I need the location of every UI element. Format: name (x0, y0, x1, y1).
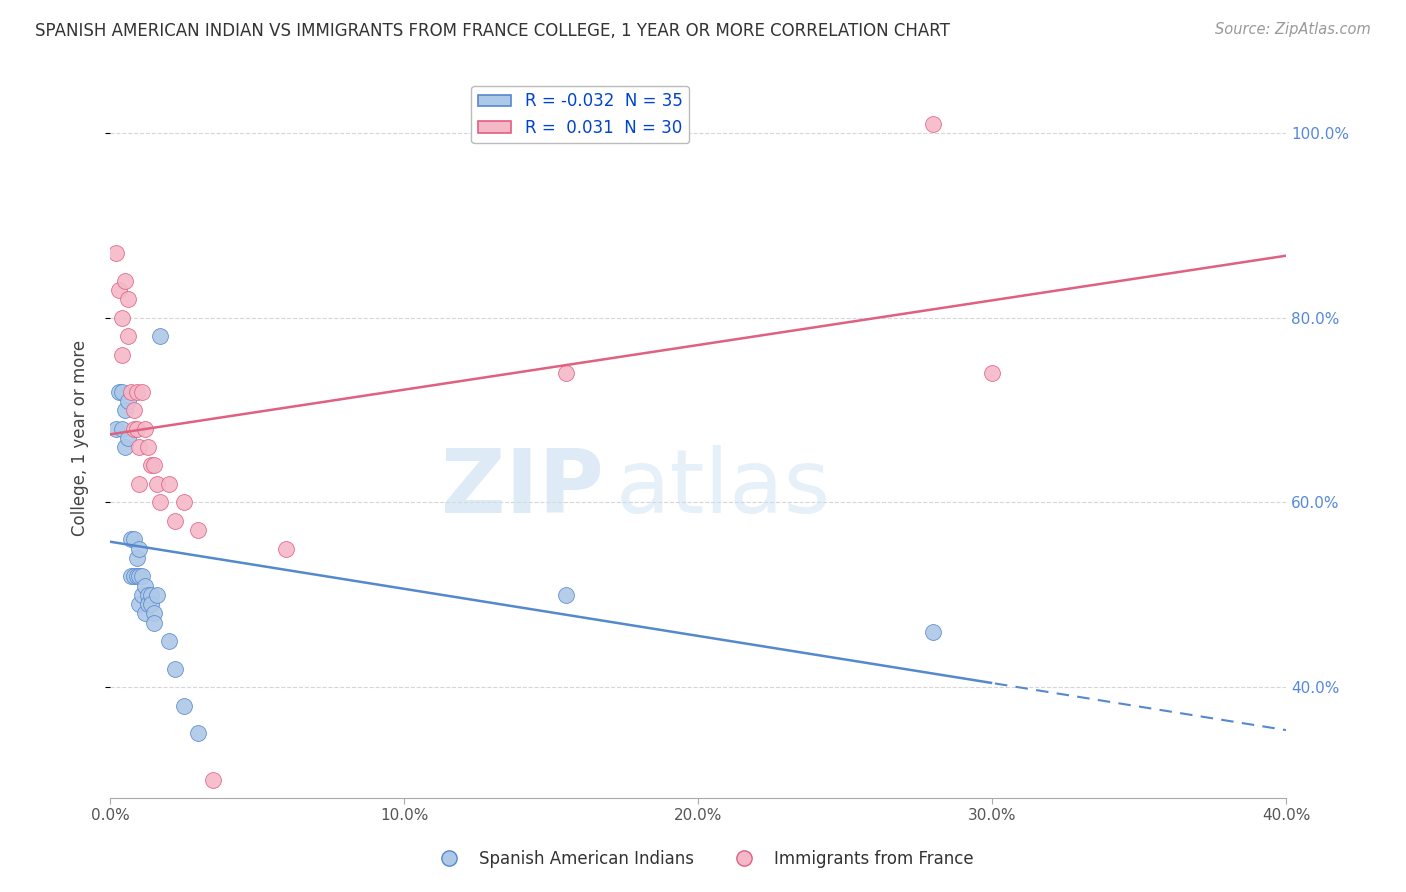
Legend: R = -0.032  N = 35, R =  0.031  N = 30: R = -0.032 N = 35, R = 0.031 N = 30 (471, 86, 689, 144)
Point (146, 588, 169, 602)
Text: Source: ZipAtlas.com: Source: ZipAtlas.com (1215, 22, 1371, 37)
Point (136, 588, 159, 602)
Point (163, 662, 186, 676)
Point (108, 283, 131, 297)
Point (111, 348, 134, 362)
Point (141, 588, 163, 602)
Point (276, 541, 298, 556)
Point (128, 541, 150, 556)
Point (117, 393, 139, 408)
Point (120, 569, 142, 583)
Point (131, 569, 153, 583)
Point (111, 310, 134, 325)
Point (922, 624, 945, 639)
Point (128, 440, 150, 454)
Point (554, 588, 576, 602)
Point (134, 421, 156, 435)
Point (111, 384, 134, 399)
Point (111, 421, 134, 435)
Point (131, 588, 153, 602)
Y-axis label: College, 1 year or more: College, 1 year or more (72, 340, 89, 536)
Point (143, 458, 166, 473)
Point (146, 477, 169, 491)
Point (128, 477, 150, 491)
Point (187, 726, 209, 740)
Point (125, 384, 148, 399)
Point (122, 403, 145, 417)
Point (122, 533, 145, 547)
Point (173, 495, 195, 509)
Point (143, 607, 166, 621)
Text: ZIP: ZIP (441, 445, 605, 532)
Point (141, 458, 163, 473)
Text: SPANISH AMERICAN INDIAN VS IMMIGRANTS FROM FRANCE COLLEGE, 1 YEAR OR MORE CORREL: SPANISH AMERICAN INDIAN VS IMMIGRANTS FR… (35, 22, 950, 40)
Point (141, 597, 163, 611)
Point (554, 366, 576, 380)
Point (149, 329, 172, 343)
Point (125, 550, 148, 565)
Point (128, 569, 150, 583)
Point (125, 421, 148, 435)
Text: atlas: atlas (616, 445, 831, 532)
Point (114, 274, 136, 288)
Point (201, 772, 224, 787)
Point (108, 384, 131, 399)
Point (104, 246, 127, 260)
Point (173, 698, 195, 713)
Point (114, 403, 136, 417)
Point (143, 615, 166, 630)
Point (122, 569, 145, 583)
Point (134, 578, 156, 592)
Point (104, 421, 127, 435)
Point (117, 292, 139, 306)
Point (187, 523, 209, 537)
Point (134, 607, 156, 621)
Point (149, 495, 172, 509)
Point (128, 597, 150, 611)
Point (136, 597, 159, 611)
Point (120, 533, 142, 547)
Point (125, 569, 148, 583)
Point (131, 384, 153, 399)
Point (122, 421, 145, 435)
Point (157, 477, 180, 491)
Point (157, 634, 180, 648)
Point (114, 440, 136, 454)
Point (922, 117, 945, 131)
Point (117, 329, 139, 343)
Point (163, 514, 186, 528)
Point (981, 366, 1004, 380)
Legend: Spanish American Indians, Immigrants from France: Spanish American Indians, Immigrants fro… (426, 844, 980, 875)
Point (120, 384, 142, 399)
Point (117, 431, 139, 445)
Point (136, 440, 159, 454)
